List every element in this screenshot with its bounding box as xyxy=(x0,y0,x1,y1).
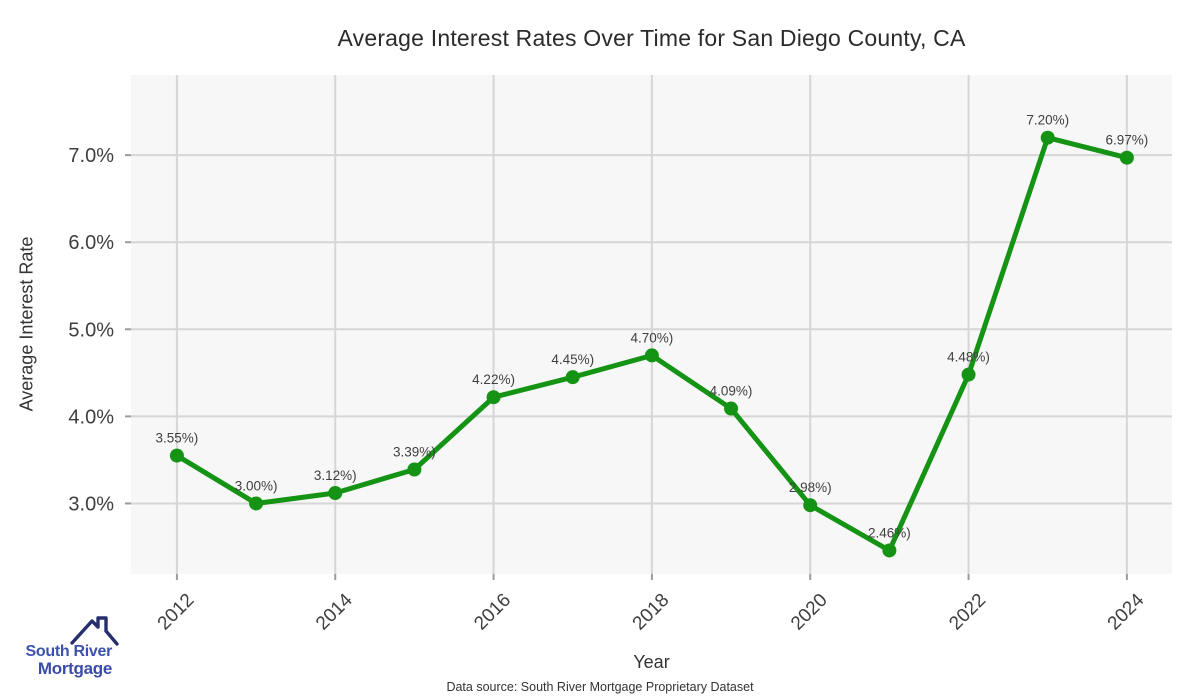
data-source-caption: Data source: South River Mortgage Propri… xyxy=(446,680,754,694)
logo-text-line1: South River xyxy=(25,643,113,660)
data-point-label: 4.45%) xyxy=(551,352,594,367)
data-point xyxy=(1119,150,1134,165)
y-tick-label: 7.0% xyxy=(68,145,114,167)
house-roof-icon xyxy=(70,616,119,646)
y-tick-label: 4.0% xyxy=(68,406,114,428)
data-point xyxy=(644,348,659,363)
data-point xyxy=(961,367,976,382)
data-point xyxy=(407,462,422,477)
x-tick-label: 2024 xyxy=(1104,589,1149,634)
data-point-label: 2.46%) xyxy=(868,525,911,540)
y-tick-label: 6.0% xyxy=(68,232,114,254)
x-tick-label: 2012 xyxy=(154,590,199,635)
data-point-label: 3.55%) xyxy=(156,431,199,446)
x-tick-label: 2020 xyxy=(787,590,832,635)
data-point-label: 3.00%) xyxy=(235,478,278,493)
logo-text-line2: Mortgage xyxy=(37,659,112,678)
data-point-label: 2.98%) xyxy=(789,480,832,495)
data-point-label: 3.12%) xyxy=(314,468,357,483)
data-point xyxy=(486,390,501,405)
x-tick-label: 2014 xyxy=(312,589,357,634)
data-point xyxy=(882,543,897,558)
data-point xyxy=(803,498,818,513)
data-point xyxy=(249,496,264,511)
data-point xyxy=(565,370,580,385)
y-tick-label: 3.0% xyxy=(68,493,114,515)
data-point xyxy=(169,448,184,463)
data-point-label: 3.39%) xyxy=(393,444,436,459)
x-tick-label: 2022 xyxy=(945,590,990,635)
x-axis-title: Year xyxy=(633,652,670,672)
data-point-label: 4.70%) xyxy=(631,330,674,345)
data-point-label: 4.09%) xyxy=(710,384,753,399)
data-point xyxy=(724,401,739,416)
data-point xyxy=(328,486,343,501)
x-tick-label: 2018 xyxy=(629,590,674,635)
data-point xyxy=(1040,130,1055,145)
data-point-label: 4.48%) xyxy=(947,350,990,365)
chart-title: Average Interest Rates Over Time for San… xyxy=(337,25,966,51)
y-tick-label: 5.0% xyxy=(68,319,114,341)
data-point-label: 4.22%) xyxy=(472,372,515,387)
data-point-label: 7.20%) xyxy=(1026,113,1069,128)
data-point-label: 6.97%) xyxy=(1105,133,1148,148)
x-tick-label: 2016 xyxy=(470,590,515,635)
